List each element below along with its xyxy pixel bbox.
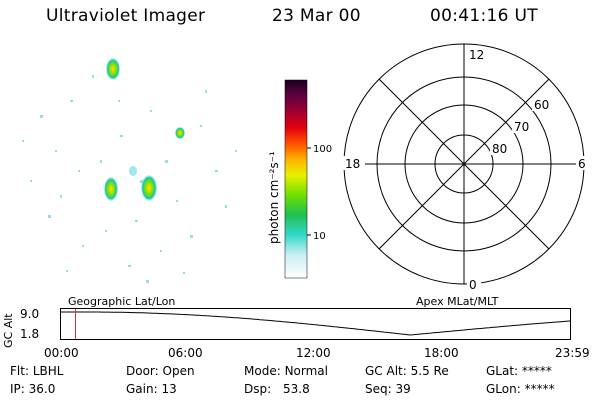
lat-label-70: 70 bbox=[514, 120, 529, 134]
colorbar-label: photon cm⁻²s⁻¹ bbox=[267, 151, 281, 244]
info-door: Door: Open bbox=[126, 364, 195, 378]
aurora-spots bbox=[104, 58, 185, 201]
x-tick-1800: 18:00 bbox=[424, 346, 459, 360]
timeline-left-title: Geographic Lat/Lon bbox=[68, 295, 176, 308]
lat-label-60: 60 bbox=[534, 98, 549, 112]
info-seq: Seq: 39 bbox=[365, 382, 411, 396]
x-tick-1200: 12:00 bbox=[296, 346, 331, 360]
x-tick-0000: 00:00 bbox=[44, 346, 79, 360]
x-tick-2359: 23:59 bbox=[555, 346, 590, 360]
info-gc-alt: GC Alt: 5.5 Re bbox=[365, 364, 449, 378]
instrument-title: Ultraviolet Imager bbox=[46, 6, 206, 26]
polar-plot: 12 18 6 0 60 70 80 bbox=[343, 43, 590, 290]
colorbar-tick-10: 10 bbox=[313, 231, 326, 242]
mlt-label-6: 6 bbox=[578, 157, 586, 171]
info-mode: Mode: Normal bbox=[244, 364, 328, 378]
colorbar: 100 10 photon cm⁻²s⁻¹ bbox=[267, 79, 332, 279]
noise-specks bbox=[22, 75, 237, 283]
timeline-right-title: Apex MLat/MLT bbox=[416, 295, 499, 308]
mlt-label-12: 12 bbox=[469, 48, 484, 62]
info-flt: Flt: LBHL bbox=[10, 364, 64, 378]
colorbar-tick-100: 100 bbox=[313, 144, 332, 155]
gc-alt-timeline bbox=[60, 308, 572, 340]
lat-label-80: 80 bbox=[492, 142, 507, 156]
gc-alt-curve bbox=[61, 311, 572, 336]
mlt-label-18: 18 bbox=[345, 157, 360, 171]
gc-alt-tick-high: 9.0 bbox=[20, 307, 40, 321]
mlt-label-0: 0 bbox=[469, 278, 477, 290]
x-tick-0600: 06:00 bbox=[168, 346, 203, 360]
uv-image bbox=[22, 58, 237, 283]
info-ip: IP: 36.0 bbox=[10, 382, 56, 396]
info-dsp: Dsp: 53.8 bbox=[244, 382, 310, 396]
gc-alt-axis-label: GC Alt bbox=[2, 313, 15, 348]
info-glat: GLat: ***** bbox=[486, 364, 552, 378]
gc-alt-tick-low: 1.8 bbox=[20, 327, 40, 341]
polar-line-diag2 bbox=[378, 78, 550, 250]
date-label: 23 Mar 00 bbox=[272, 6, 361, 26]
info-gain: Gain: 13 bbox=[126, 382, 177, 396]
info-glon: GLon: ***** bbox=[486, 382, 555, 396]
time-label: 00:41:16 UT bbox=[430, 6, 538, 26]
